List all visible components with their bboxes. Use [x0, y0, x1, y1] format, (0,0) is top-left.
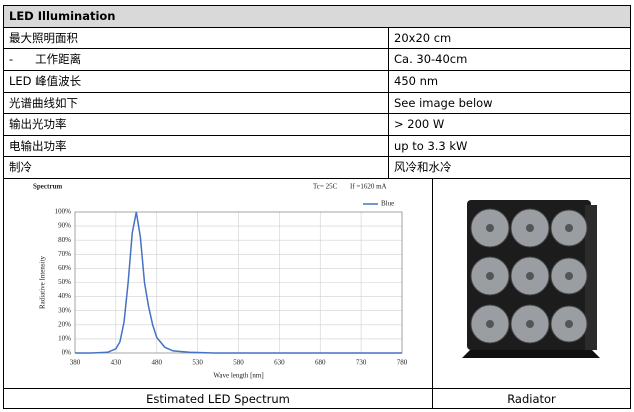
- spectrum-line: [75, 211, 402, 354]
- annotation: If =1620 mA: [350, 183, 387, 191]
- x-tick-label: 480: [152, 359, 163, 367]
- y-tick-label: 20%: [58, 320, 71, 328]
- y-tick-label: 40%: [58, 292, 71, 300]
- y-tick-label: 60%: [58, 264, 71, 272]
- x-tick-label: 580: [233, 359, 244, 367]
- x-tick-label: 430: [111, 359, 122, 367]
- y-tick-label: 10%: [58, 335, 71, 343]
- caption: Radiator: [432, 388, 631, 409]
- caption: Estimated LED Spectrum: [3, 388, 433, 409]
- legend-label: Blue: [381, 200, 394, 208]
- chart-title: Spectrum: [33, 183, 62, 191]
- x-tick-label: 730: [356, 359, 367, 367]
- y-tick-label: 70%: [58, 250, 71, 258]
- annotation: Tc= 25C: [313, 183, 338, 191]
- y-axis-label: Radiative Intensity: [39, 255, 47, 309]
- radiator-photo: [462, 200, 600, 358]
- x-tick-label: 780: [397, 359, 408, 367]
- x-tick-label: 630: [274, 359, 285, 367]
- y-tick-label: 30%: [58, 306, 71, 314]
- x-tick-label: 680: [315, 359, 326, 367]
- row-value: See image below: [388, 92, 631, 114]
- x-tick-label: 530: [192, 359, 203, 367]
- y-tick-label: 90%: [58, 222, 71, 230]
- x-axis-label: Wave length [nm]: [213, 372, 263, 380]
- y-tick-label: 80%: [58, 236, 71, 244]
- y-tick-label: 50%: [58, 278, 71, 286]
- x-tick-label: 380: [70, 359, 81, 367]
- y-tick-label: 0%: [62, 349, 72, 357]
- y-tick-label: 100%: [55, 208, 72, 216]
